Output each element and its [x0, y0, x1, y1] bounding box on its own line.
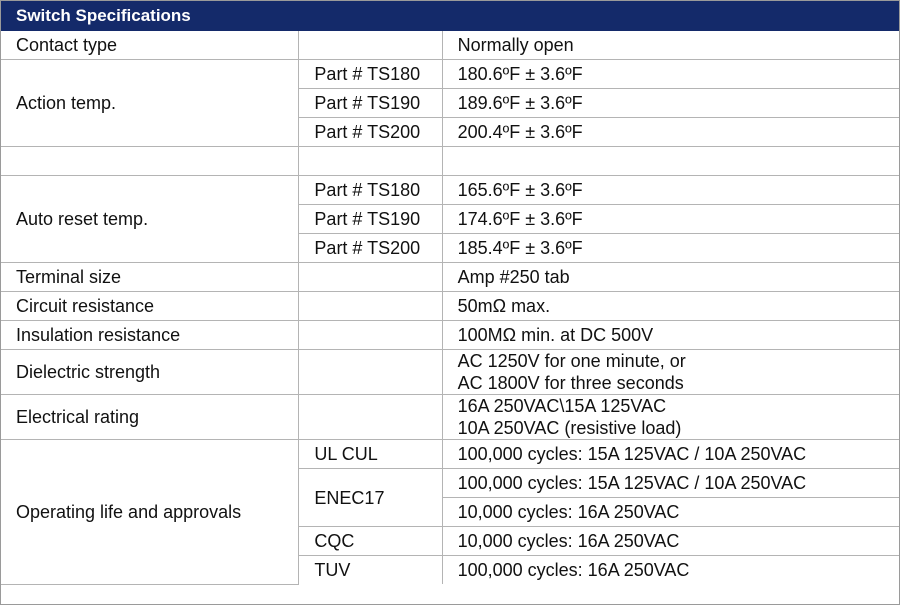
- row-label: Circuit resistance: [1, 291, 300, 321]
- approval-name: ENEC17: [298, 468, 443, 527]
- table-row: CQC 10,000 cycles: 16A 250VAC: [1, 526, 899, 556]
- table-row: Auto reset temp. Part # TS180 165.6ºF ± …: [1, 175, 899, 263]
- table-row: Electrical rating 16A 250VAC\15A 125VAC …: [1, 394, 899, 440]
- row-value: 100MΩ min. at DC 500V: [441, 320, 899, 350]
- row-label: Action temp.: [1, 59, 300, 147]
- value-line: AC 1250V for one minute, or: [457, 351, 686, 371]
- row-label: Electrical rating: [1, 394, 300, 440]
- empty-cell: [298, 291, 443, 321]
- table-row: TUV 100,000 cycles: 16A 250VAC: [1, 555, 899, 584]
- value-line: AC 1800V for three seconds: [457, 373, 684, 393]
- table-row: 10,000 cycles: 16A 250VAC: [1, 497, 899, 527]
- row-label: Contact type: [1, 31, 300, 60]
- row-value: 100,000 cycles: 15A 125VAC / 10A 250VAC: [441, 439, 899, 469]
- row-value: Normally open: [441, 31, 899, 60]
- table-header-title: Switch Specifications: [1, 1, 899, 31]
- table-row: Part # TS200 185.4ºF ± 3.6ºF: [1, 233, 899, 263]
- empty-cell: [298, 262, 443, 292]
- row-value: 10,000 cycles: 16A 250VAC: [442, 497, 899, 527]
- empty-cell: [298, 146, 443, 176]
- part-number: Part # TS190: [298, 88, 443, 118]
- row-value: 100,000 cycles: 16A 250VAC: [441, 555, 899, 584]
- switch-spec-table: Contact type Normally open Action temp. …: [1, 31, 899, 585]
- empty-cell: [298, 320, 443, 350]
- row-value: 100,000 cycles: 15A 125VAC / 10A 250VAC: [441, 468, 899, 498]
- row-value: 180.6ºF ± 3.6ºF: [441, 59, 899, 89]
- value-line: 16A 250VAC\15A 125VAC: [457, 396, 667, 416]
- empty-cell: [298, 394, 443, 440]
- approval-name: UL CUL: [298, 439, 443, 469]
- row-label: Insulation resistance: [1, 320, 300, 350]
- row-value: 16A 250VAC\15A 125VAC 10A 250VAC (resist…: [441, 394, 899, 440]
- empty-cell: [1, 146, 300, 176]
- empty-cell: [441, 146, 899, 176]
- empty-cell: [298, 349, 443, 395]
- part-number: Part # TS180: [298, 175, 443, 205]
- table-row-empty: [1, 146, 899, 176]
- part-number: Part # TS200: [298, 117, 443, 147]
- row-value: 189.6ºF ± 3.6ºF: [441, 88, 899, 118]
- row-value: 174.6ºF ± 3.6ºF: [441, 204, 899, 234]
- table-row: Circuit resistance 50mΩ max.: [1, 291, 899, 321]
- part-number: Part # TS200: [298, 233, 443, 263]
- value-line: 10A 250VAC (resistive load): [457, 418, 682, 438]
- row-label: Terminal size: [1, 262, 300, 292]
- row-value: 50mΩ max.: [441, 291, 899, 321]
- row-value: 165.6ºF ± 3.6ºF: [441, 175, 899, 205]
- row-value: 200.4ºF ± 3.6ºF: [441, 117, 899, 147]
- table-row: ENEC17 100,000 cycles: 15A 125VAC / 10A …: [1, 468, 899, 527]
- row-value: 185.4ºF ± 3.6ºF: [441, 233, 899, 263]
- part-number: Part # TS180: [298, 59, 443, 89]
- row-value: 10,000 cycles: 16A 250VAC: [441, 526, 899, 556]
- table-row: Contact type Normally open: [1, 31, 899, 60]
- table-row: Part # TS190 189.6ºF ± 3.6ºF: [1, 88, 899, 118]
- row-label: Dielectric strength: [1, 349, 300, 395]
- approval-name: TUV: [298, 555, 443, 584]
- row-value: Amp #250 tab: [441, 262, 899, 292]
- empty-cell: [298, 31, 443, 60]
- table-row: Dielectric strength AC 1250V for one min…: [1, 349, 899, 395]
- part-number: Part # TS190: [298, 204, 443, 234]
- row-value: AC 1250V for one minute, or AC 1800V for…: [441, 349, 899, 395]
- table-row: Action temp. Part # TS180 180.6ºF ± 3.6º…: [1, 59, 899, 147]
- table-row: Terminal size Amp #250 tab: [1, 262, 899, 292]
- table-row: Insulation resistance 100MΩ min. at DC 5…: [1, 320, 899, 350]
- table-row: Operating life and approvals UL CUL 100,…: [1, 439, 899, 585]
- approval-name: CQC: [298, 526, 443, 556]
- row-label: Auto reset temp.: [1, 175, 300, 263]
- row-label: Operating life and approvals: [1, 439, 300, 585]
